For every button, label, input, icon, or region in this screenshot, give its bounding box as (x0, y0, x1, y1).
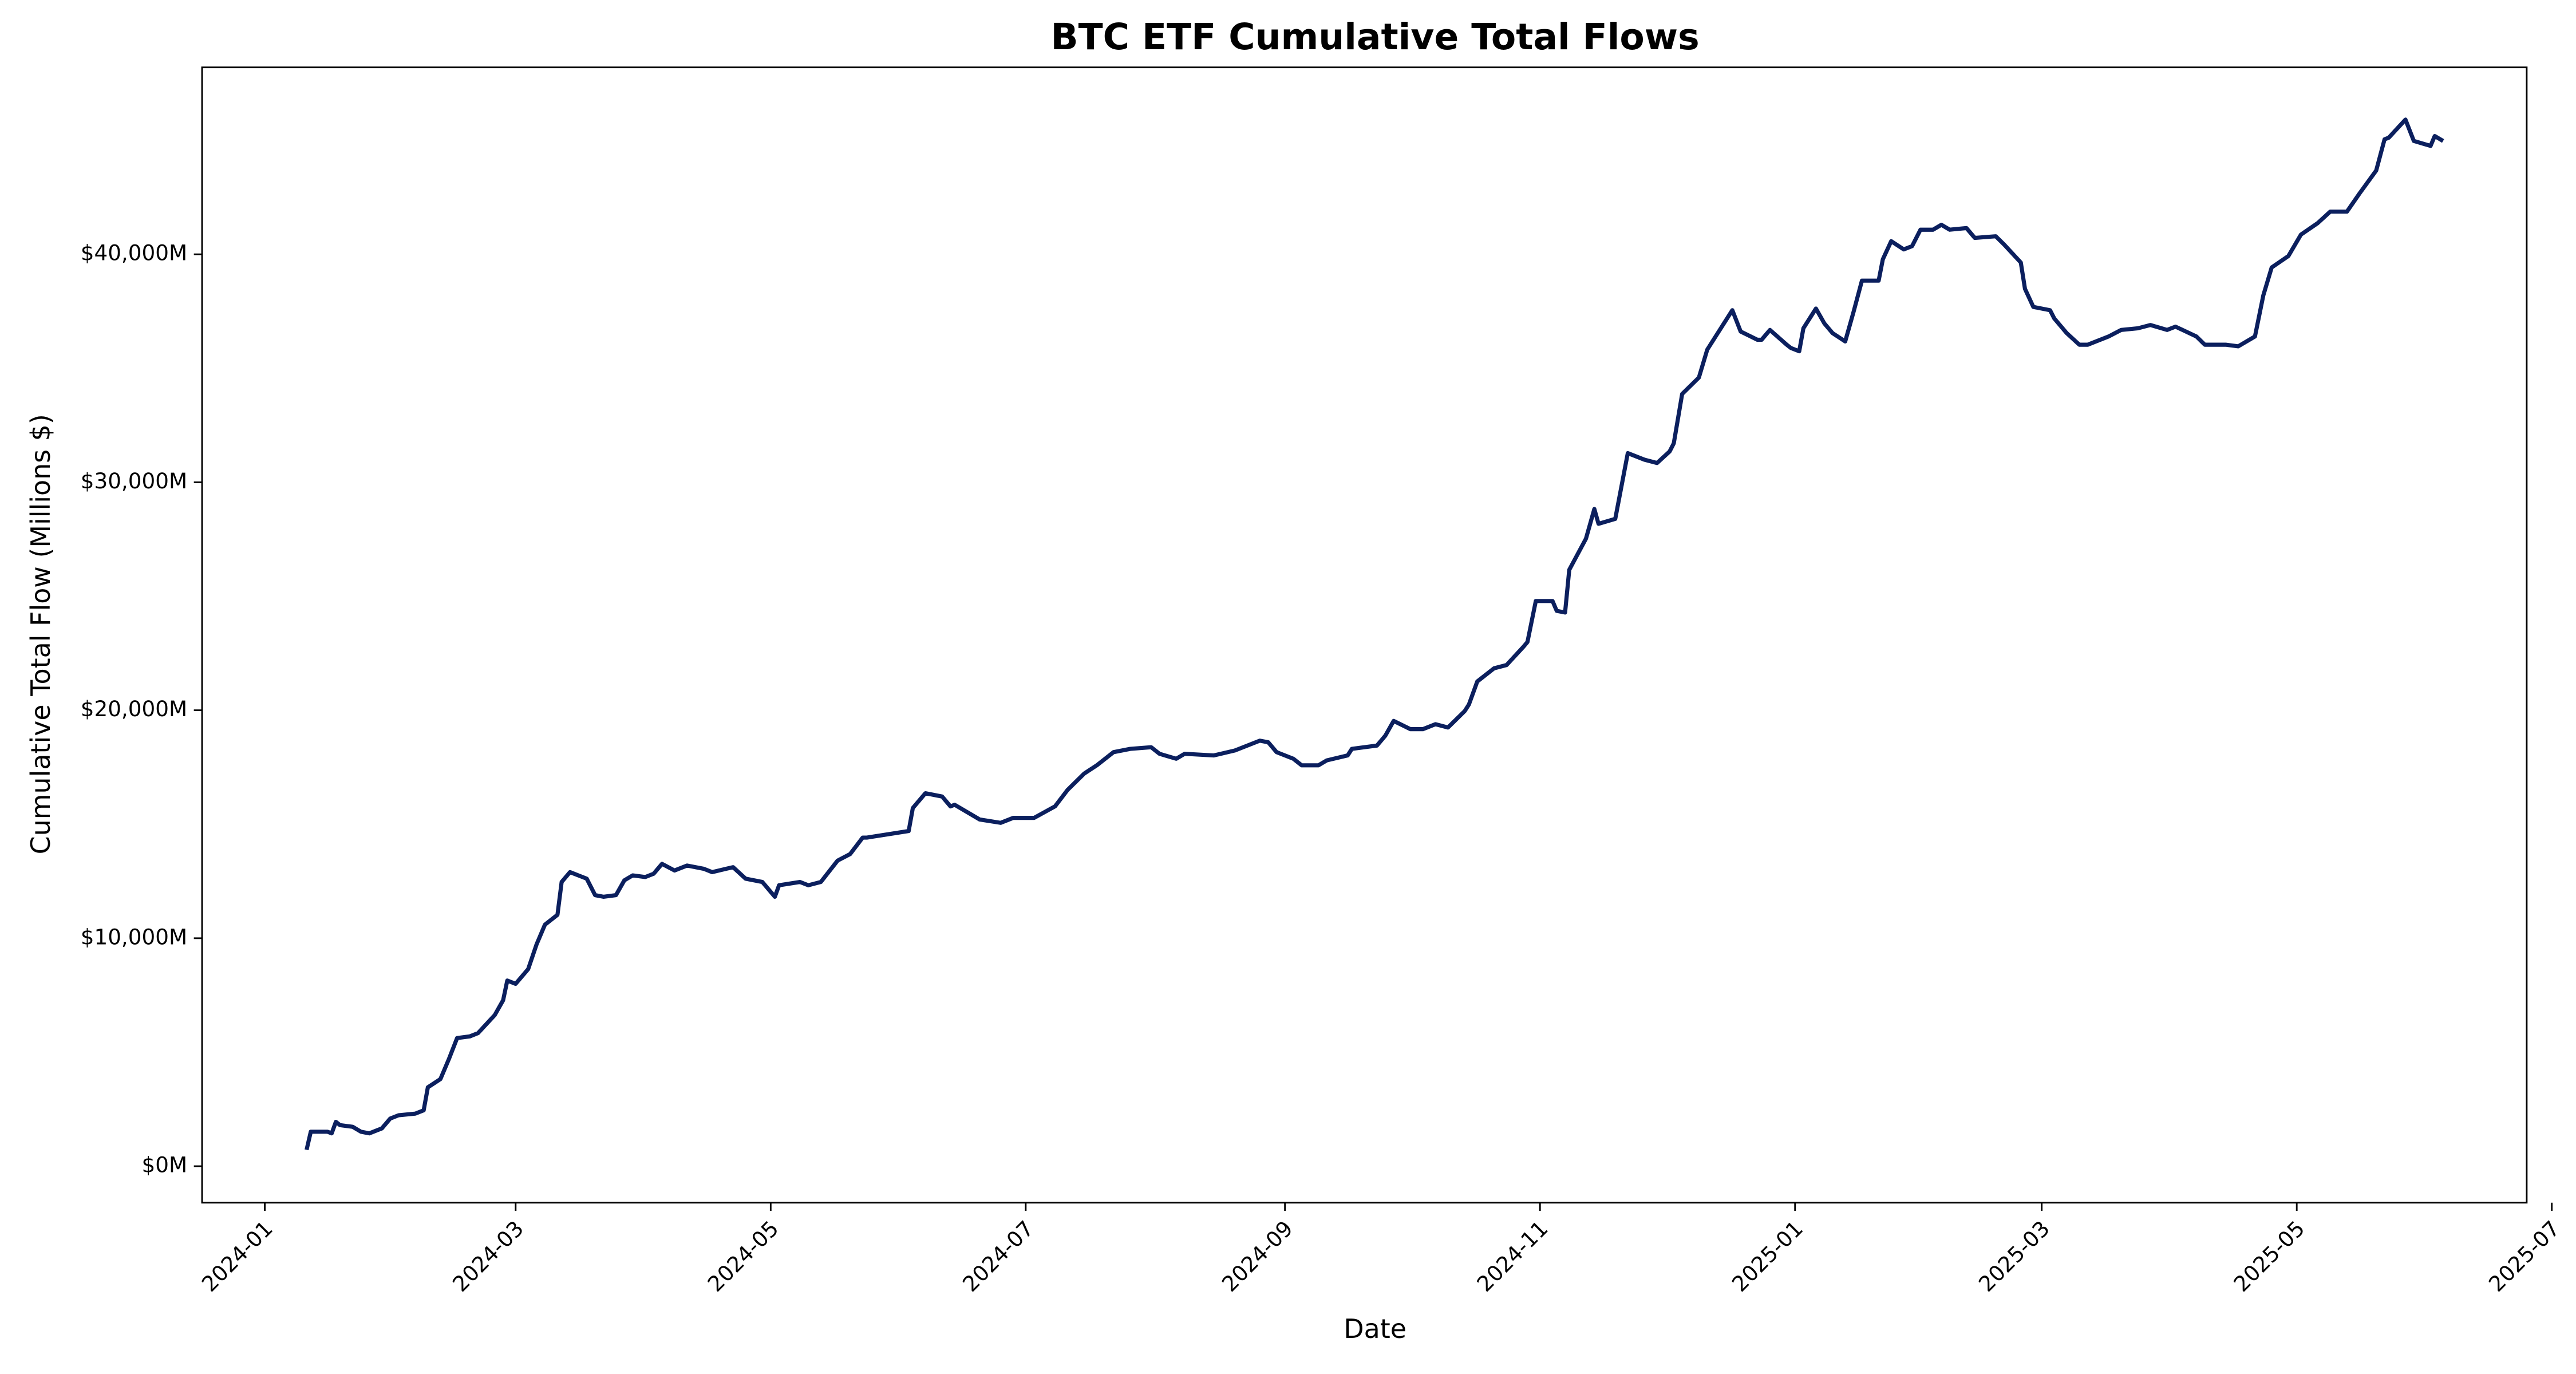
y-tick-label: $10,000M (81, 924, 187, 949)
line (305, 117, 2444, 1151)
y-axis-label: Cumulative Total Flow (Millions $) (25, 414, 56, 854)
plot-frame (201, 66, 2528, 1204)
y-tick-label: $40,000M (81, 240, 187, 266)
y-tick-label: $20,000M (81, 696, 187, 721)
y-tick-label: $0M (142, 1152, 188, 1178)
y-tick-label: $30,000M (81, 468, 187, 493)
x-axis-label: Date (1344, 1313, 1406, 1344)
chart-title: BTC ETF Cumulative Total Flows (1051, 15, 1700, 58)
